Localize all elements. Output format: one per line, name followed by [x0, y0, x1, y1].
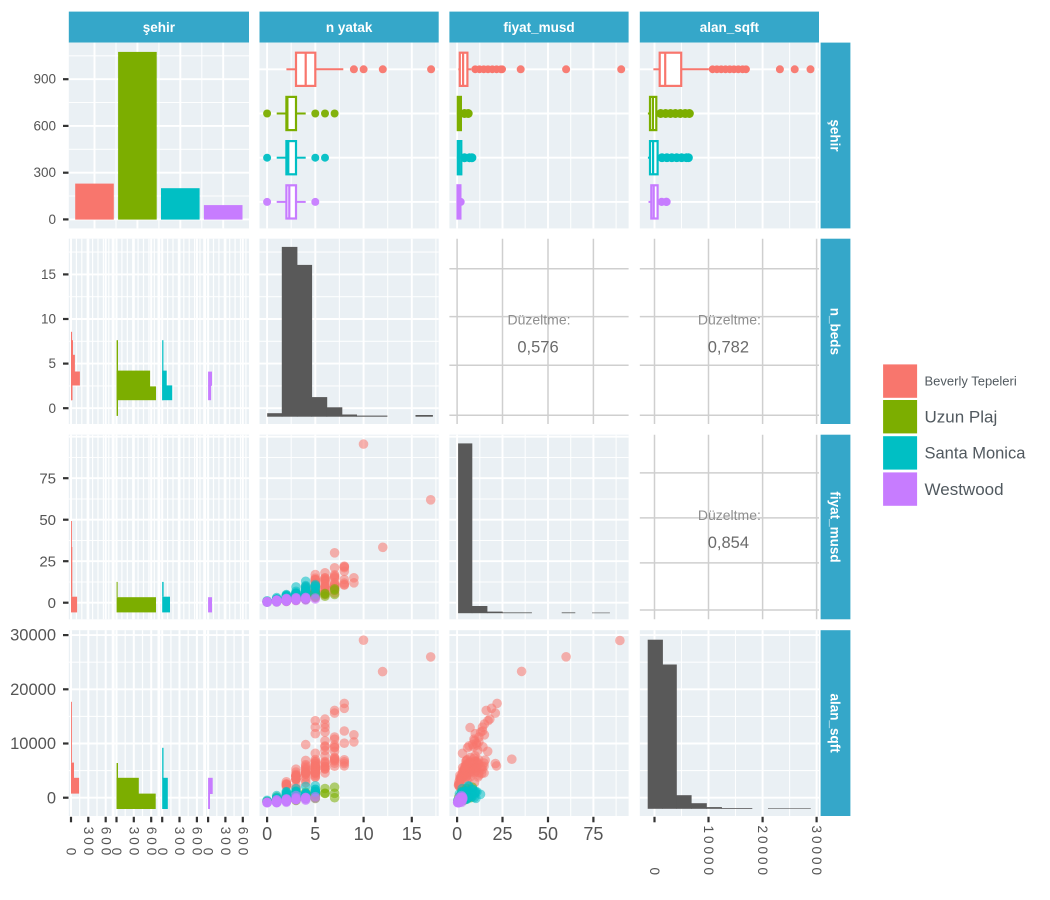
- svg-text:0: 0: [452, 824, 462, 844]
- svg-text:300: 300: [172, 827, 187, 859]
- svg-text:20000: 20000: [755, 825, 770, 878]
- svg-text:0: 0: [262, 824, 272, 844]
- svg-text:0: 0: [48, 212, 56, 227]
- svg-text:0: 0: [48, 401, 56, 416]
- svg-text:75: 75: [583, 824, 603, 844]
- svg-text:20000: 20000: [10, 681, 56, 699]
- svg-text:25: 25: [492, 824, 512, 844]
- svg-text:15: 15: [402, 824, 422, 844]
- svg-text:15: 15: [41, 267, 56, 282]
- svg-text:10000: 10000: [701, 825, 716, 878]
- svg-text:75: 75: [39, 470, 56, 487]
- svg-text:0: 0: [647, 867, 662, 878]
- svg-text:şehir: şehir: [828, 119, 843, 152]
- svg-text:0: 0: [48, 595, 56, 612]
- svg-text:30000: 30000: [809, 825, 824, 878]
- svg-text:Düzeltme:: Düzeltme:: [507, 311, 570, 327]
- svg-text:n yatak: n yatak: [326, 20, 373, 35]
- svg-text:50: 50: [538, 824, 558, 844]
- svg-text:n_beds: n_beds: [828, 308, 843, 355]
- svg-text:0: 0: [47, 789, 56, 807]
- svg-text:600: 600: [33, 119, 56, 134]
- svg-text:5: 5: [48, 356, 56, 371]
- svg-text:30000: 30000: [10, 627, 56, 645]
- svg-text:10: 10: [41, 312, 56, 327]
- svg-text:900: 900: [33, 72, 56, 87]
- svg-text:0: 0: [64, 848, 79, 859]
- svg-text:0: 0: [109, 848, 124, 859]
- svg-text:Westwood: Westwood: [925, 480, 1004, 499]
- svg-text:fiyat_musd: fiyat_musd: [828, 491, 843, 562]
- svg-text:alan_sqft: alan_sqft: [700, 20, 760, 35]
- svg-text:600: 600: [98, 827, 113, 859]
- svg-text:0,782: 0,782: [708, 338, 749, 356]
- svg-text:0,576: 0,576: [517, 338, 558, 356]
- svg-text:Beverly Tepeleri: Beverly Tepeleri: [925, 374, 1017, 389]
- svg-text:Düzeltme:: Düzeltme:: [698, 311, 761, 327]
- svg-text:300: 300: [126, 827, 141, 859]
- svg-text:300: 300: [218, 827, 233, 859]
- svg-text:300: 300: [33, 165, 56, 180]
- svg-text:Santa Monica: Santa Monica: [925, 445, 1027, 463]
- svg-text:50: 50: [39, 512, 56, 529]
- svg-text:0,854: 0,854: [708, 534, 749, 552]
- svg-text:5: 5: [310, 824, 320, 844]
- svg-text:0: 0: [201, 848, 216, 859]
- svg-text:Uzun Plaj: Uzun Plaj: [925, 408, 998, 427]
- svg-text:fiyat_musd: fiyat_musd: [503, 20, 574, 35]
- svg-text:alan_sqft: alan_sqft: [828, 693, 843, 753]
- svg-text:10: 10: [354, 824, 374, 844]
- svg-text:600: 600: [235, 827, 250, 859]
- svg-text:300: 300: [81, 827, 96, 859]
- svg-text:25: 25: [39, 553, 56, 570]
- svg-text:Düzeltme:: Düzeltme:: [698, 507, 761, 523]
- svg-text:10000: 10000: [10, 735, 56, 753]
- svg-text:0: 0: [155, 848, 170, 859]
- svg-text:600: 600: [144, 827, 159, 859]
- svg-text:600: 600: [190, 827, 205, 859]
- svg-text:şehir: şehir: [143, 20, 176, 35]
